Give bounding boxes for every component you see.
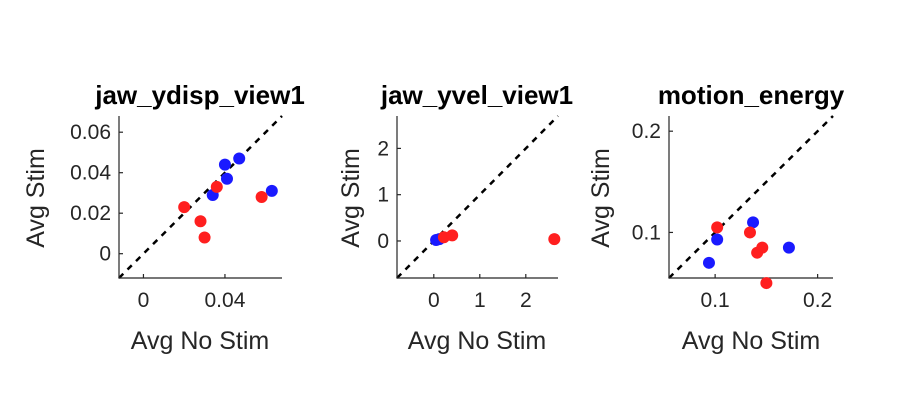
y-tick-label: 0.02 bbox=[70, 202, 111, 225]
scatter-point-blue bbox=[265, 184, 278, 197]
x-ticks: 0 1 2 bbox=[428, 274, 532, 312]
x-tick-label: 2 bbox=[520, 289, 532, 312]
unity-line bbox=[396, 115, 559, 279]
scatter-point-blue bbox=[233, 152, 246, 165]
x-tick-label: 0.04 bbox=[205, 289, 246, 312]
scatter-point-red bbox=[711, 221, 724, 234]
scatter-point-red bbox=[446, 229, 459, 242]
panel-title: motion_energy bbox=[658, 80, 845, 110]
y-axis-label: Avg Stim bbox=[337, 148, 365, 248]
scatter-point-red bbox=[255, 191, 268, 203]
data-points bbox=[702, 216, 795, 290]
x-tick-label: 0 bbox=[428, 289, 440, 312]
y-tick-label: 0.06 bbox=[70, 121, 111, 144]
scatter-point-red bbox=[743, 226, 756, 239]
scatter-point-blue bbox=[747, 216, 760, 229]
x-axis-label: Avg No Stim bbox=[682, 327, 820, 355]
axes-box bbox=[396, 116, 558, 279]
axes-box bbox=[668, 116, 833, 279]
scatter-point-red bbox=[760, 277, 773, 290]
y-tick-label: 2 bbox=[377, 137, 389, 160]
x-axis-label: Avg No Stim bbox=[131, 327, 269, 355]
panel-title: jaw_yvel_view1 bbox=[380, 80, 573, 110]
scatter-point-red bbox=[194, 215, 207, 228]
x-axis-label: Avg No Stim bbox=[408, 327, 546, 355]
x-tick-label: 0 bbox=[138, 289, 150, 312]
y-tick-label: 0.2 bbox=[632, 120, 661, 143]
y-axis-label: Avg Stim bbox=[587, 148, 615, 248]
unity-line bbox=[118, 115, 283, 279]
scatter-point-red bbox=[756, 241, 769, 254]
scatter-point-blue bbox=[218, 158, 231, 171]
data-points bbox=[178, 152, 278, 244]
x-tick-label: 0.1 bbox=[701, 289, 730, 312]
x-ticks: 0.1 0.2 bbox=[701, 274, 832, 312]
panel-title: jaw_ydisp_view1 bbox=[94, 80, 305, 110]
y-ticks: 0 1 2 bbox=[377, 137, 401, 253]
x-tick-label: 0.2 bbox=[803, 289, 832, 312]
scatter-point-red bbox=[178, 201, 191, 214]
y-tick-label: 1 bbox=[377, 184, 389, 207]
scatter-point-blue bbox=[702, 256, 715, 269]
scatter-point-blue bbox=[782, 241, 795, 254]
data-points bbox=[430, 229, 561, 247]
y-ticks: 0 0.02 0.04 0.06 bbox=[70, 121, 123, 266]
scatter-point-blue bbox=[711, 233, 724, 246]
y-tick-label: 0 bbox=[377, 230, 389, 253]
scatter-point-red bbox=[210, 180, 223, 193]
panel-motion-energy: motion_energy 0.1 0.2 0.10.2 Avg No Stim … bbox=[587, 80, 845, 355]
y-tick-label: 0.1 bbox=[632, 221, 661, 244]
panel-jaw-ydisp: jaw_ydisp_view1 0 0.04 00.020.040.06 Avg … bbox=[22, 80, 305, 355]
scatter-point-red bbox=[198, 231, 211, 244]
unity-line bbox=[668, 115, 834, 279]
y-tick-label: 0.04 bbox=[70, 162, 111, 185]
panel-jaw-yvel: jaw_yvel_view1 0 1 2 0 1 2 Avg No Stim Avg S… bbox=[337, 80, 573, 355]
axes-box bbox=[118, 116, 282, 279]
y-ticks: 0.1 0.2 bbox=[632, 120, 673, 244]
x-tick-label: 1 bbox=[474, 289, 486, 312]
x-ticks: 0 0.04 bbox=[138, 274, 246, 312]
y-axis-label: Avg Stim bbox=[22, 148, 50, 248]
y-tick-label: 0 bbox=[99, 243, 111, 266]
scatter-point-blue bbox=[220, 172, 233, 185]
scatter-point-red bbox=[548, 233, 561, 246]
